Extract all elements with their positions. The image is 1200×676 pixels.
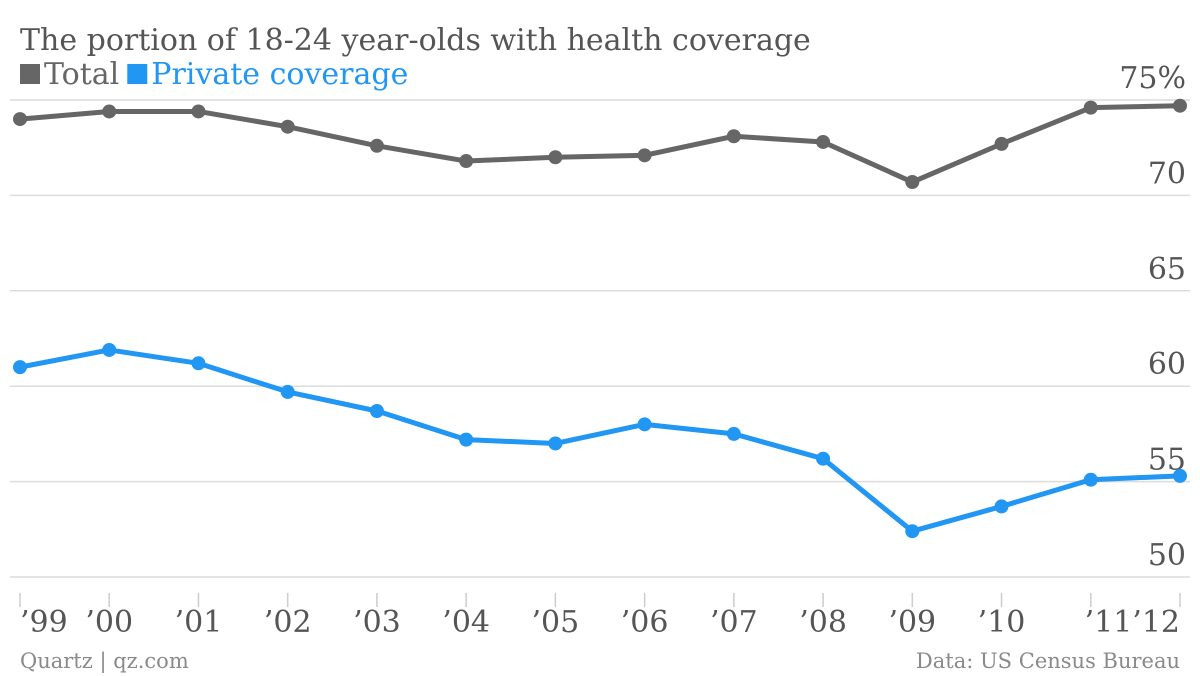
y-tick-label: 70 (1148, 156, 1186, 191)
data-point (102, 342, 117, 357)
data-point (191, 356, 206, 371)
x-tick-label: ’08 (799, 605, 847, 640)
data-point (1083, 472, 1098, 487)
data-point (1173, 468, 1187, 483)
data-point (816, 451, 831, 466)
chart-title: The portion of 18-24 year-olds with heal… (20, 23, 811, 58)
data-point (280, 119, 295, 134)
data-point (637, 148, 652, 163)
data-point (459, 154, 474, 169)
data-point (548, 436, 563, 451)
series-line (17, 347, 1183, 534)
data-point (191, 104, 206, 119)
data-point (102, 104, 117, 119)
y-tick-label: 75% (1119, 61, 1186, 96)
x-tick-label: ’11’12 (1085, 605, 1180, 640)
data-point (726, 129, 741, 144)
x-axis-tick-marks (19, 593, 1181, 607)
data-point (13, 360, 27, 375)
x-tick-label: ’09 (888, 605, 936, 640)
legend: Total Private coverage (20, 57, 408, 92)
data-point (905, 524, 920, 539)
y-tick-label: 50 (1148, 538, 1186, 573)
x-tick-label: ’05 (532, 605, 580, 640)
series-line (17, 103, 1183, 185)
x-tick-label: ’00 (85, 605, 133, 640)
y-tick-label: 60 (1148, 347, 1186, 382)
x-tick-label: ’99 (20, 605, 68, 640)
data-point (1083, 100, 1098, 115)
x-tick-label: ’07 (710, 605, 758, 640)
series-layer (13, 98, 1187, 539)
legend-label: Total (44, 57, 119, 92)
legend-swatch (127, 64, 148, 84)
source-left: Quartz | qz.com (20, 649, 189, 674)
y-tick-label: 65 (1148, 252, 1186, 287)
data-point (459, 432, 474, 447)
x-tick-label: ’01 (175, 605, 223, 640)
data-point (994, 499, 1009, 514)
data-point (637, 417, 652, 432)
x-tick-label: ’02 (264, 605, 312, 640)
data-point (548, 150, 563, 165)
legend-swatch (20, 64, 40, 84)
series-total (13, 98, 1187, 190)
legend-label: Private coverage (151, 57, 408, 92)
data-point (726, 426, 741, 441)
data-point (816, 134, 831, 149)
data-point (905, 175, 920, 190)
data-point (280, 384, 295, 399)
x-tick-label: ’04 (442, 605, 490, 640)
data-point (13, 112, 27, 127)
x-tick-label: ’03 (353, 605, 401, 640)
data-point (1173, 98, 1187, 113)
series-private-coverage (13, 342, 1187, 539)
data-point (994, 136, 1009, 151)
x-tick-label: ’10 (978, 605, 1026, 640)
data-point (369, 404, 384, 419)
x-tick-label: ’06 (621, 605, 669, 640)
data-point (369, 138, 384, 153)
source-right: Data: US Census Bureau (916, 649, 1180, 673)
gridlines (10, 99, 1190, 578)
x-axis-tick-labels: ’99 ’00 ’01 ’02 ’03 ’04 ’05 ’06 ’07 ’08 ’09 ’10 ’11’… (20, 605, 1180, 640)
